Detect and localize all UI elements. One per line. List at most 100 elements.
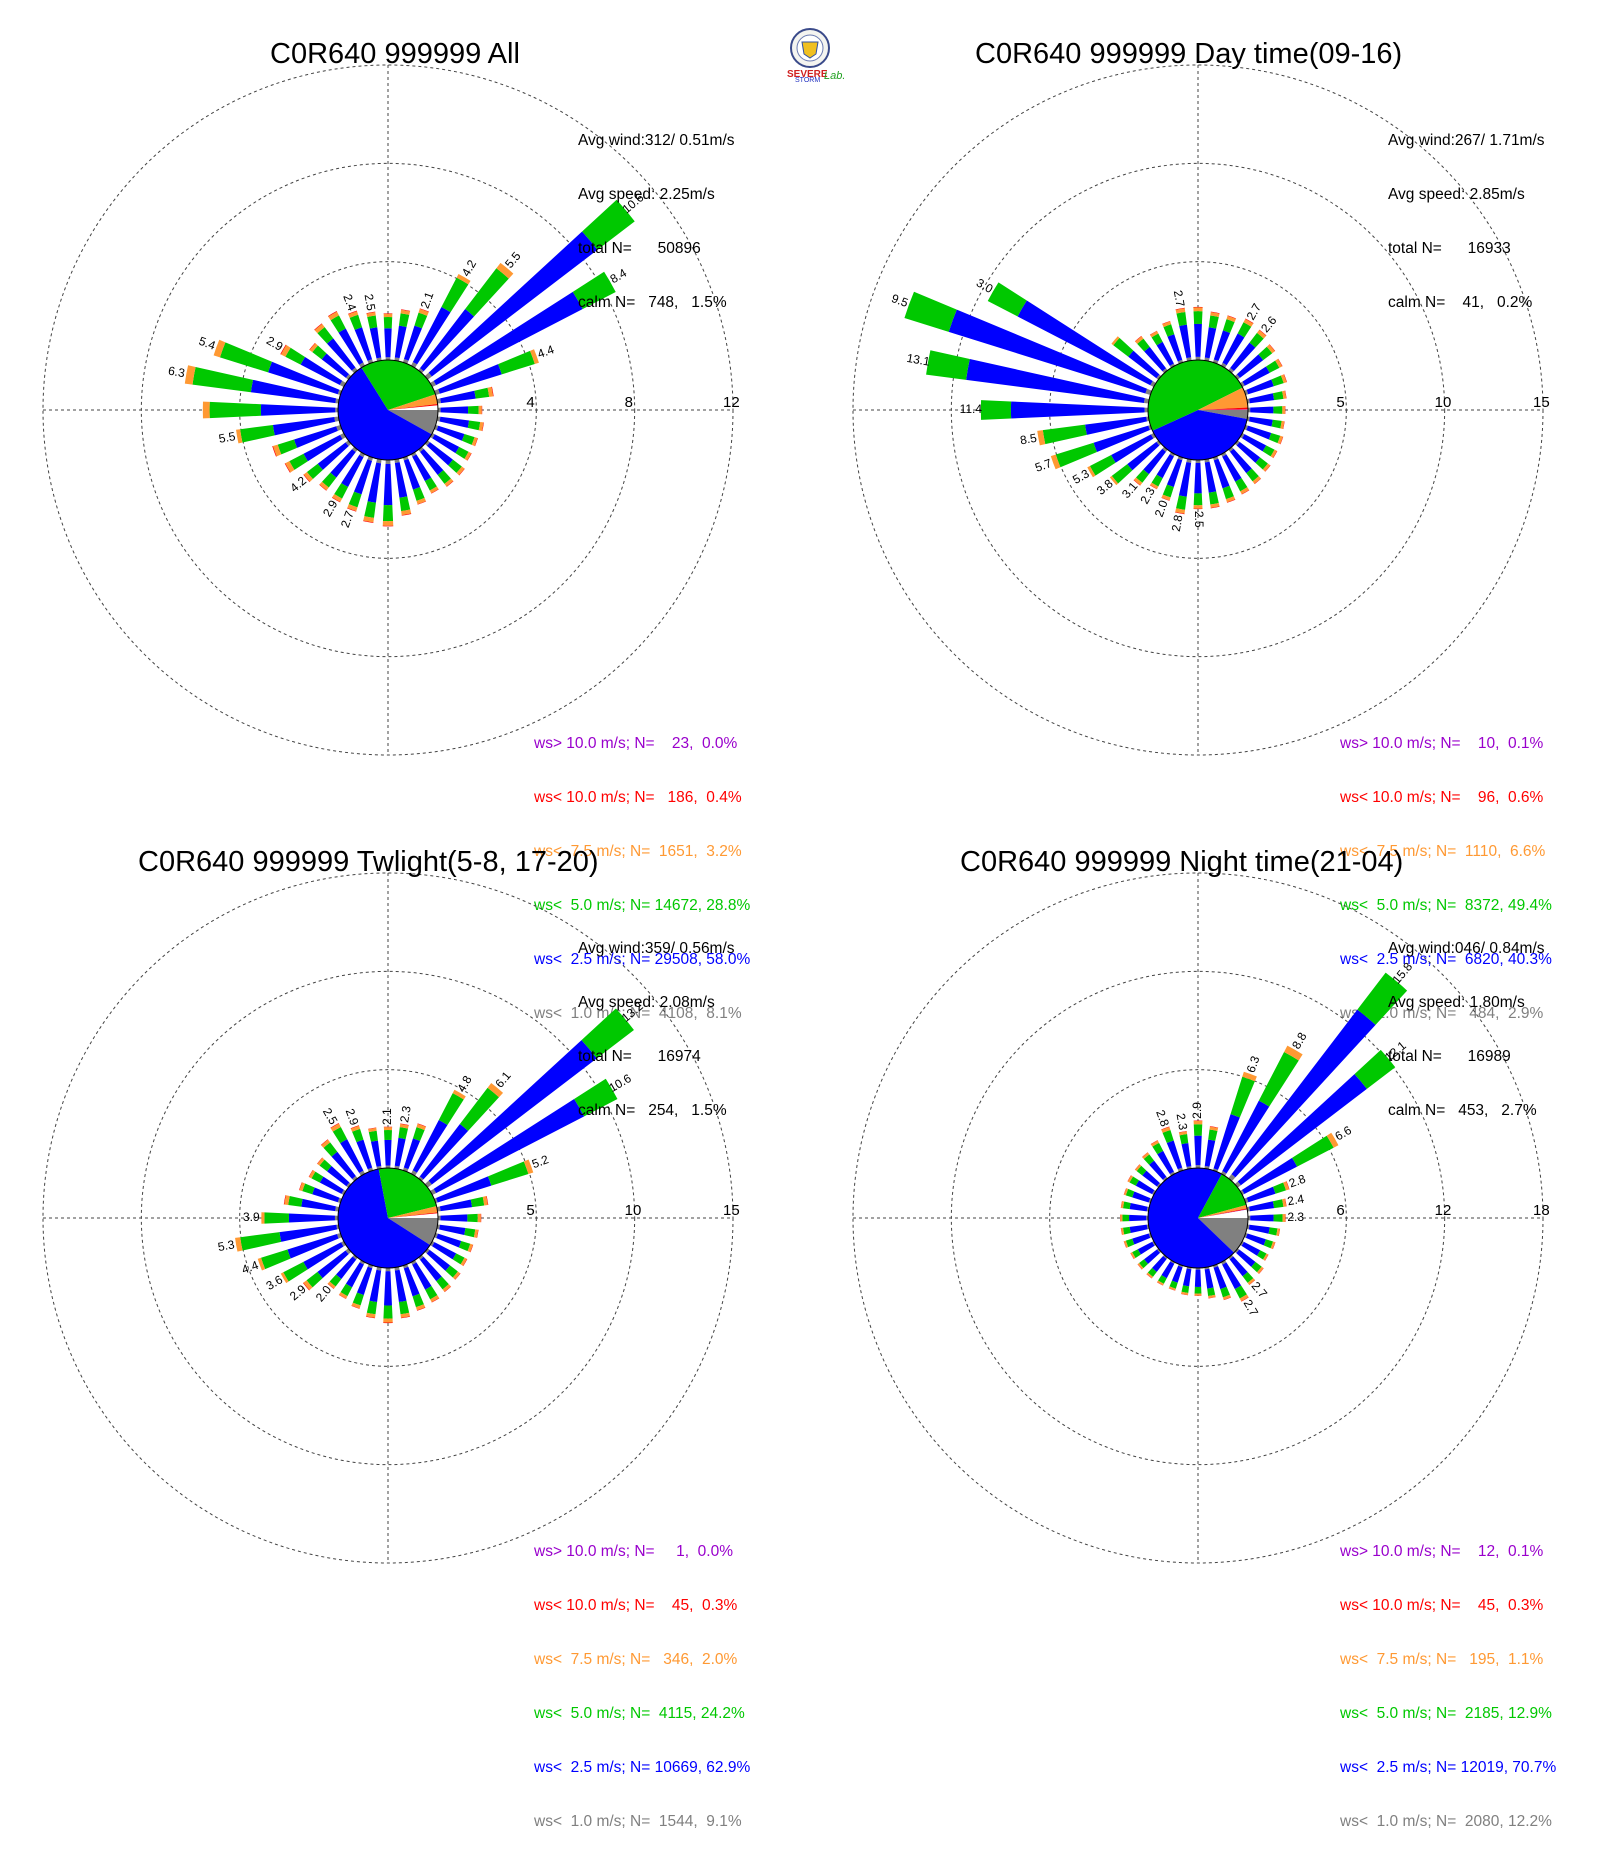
calm-n: calm N= 41, 0.2% xyxy=(1388,294,1545,312)
petal-segment xyxy=(1272,420,1282,429)
ring-label: 15 xyxy=(1533,394,1550,411)
speed-legend: ws> 10.0 m/s; N= 12, 0.1% ws< 10.0 m/s; … xyxy=(1340,1507,1556,1867)
petal-segment xyxy=(289,1214,335,1223)
calm-n: calm N= 453, 2.7% xyxy=(1388,1102,1545,1120)
legend-lt7_5: ws< 7.5 m/s; N= 346, 2.0% xyxy=(534,1651,750,1669)
petal-segment xyxy=(1161,1261,1174,1278)
petal-segment xyxy=(479,406,482,415)
petal-segment xyxy=(261,1212,264,1224)
legend-gt10: ws> 10.0 m/s; N= 1, 0.0% xyxy=(534,1543,750,1561)
panel-title: C0R640 999999 All xyxy=(270,38,520,71)
petal-segment xyxy=(220,342,272,372)
petal-segment xyxy=(926,350,970,380)
petal-segment xyxy=(1011,402,1145,419)
petal-label: 2.4 xyxy=(340,292,359,313)
petal-segment xyxy=(383,1305,392,1318)
petal-label: 3.9 xyxy=(243,1210,260,1224)
petal-label: 2.5 xyxy=(362,293,379,312)
legend-lt2_5: ws< 2.5 m/s; N= 12019, 70.7% xyxy=(1340,1759,1556,1777)
petal-segment xyxy=(1205,462,1216,493)
petal-segment xyxy=(1273,406,1282,414)
petal-segment xyxy=(383,521,394,526)
petal-segment xyxy=(1250,407,1273,414)
petal-segment xyxy=(261,1250,291,1270)
legend-lt7_5: ws< 7.5 m/s; N= 195, 1.1% xyxy=(1340,1651,1556,1669)
avg-speed: Avg speed: 1.80m/s xyxy=(1388,994,1545,1012)
petal-segment xyxy=(1130,1203,1148,1211)
legend-lt2_5: ws< 2.5 m/s; N= 10669, 62.9% xyxy=(534,1759,750,1777)
petal-segment xyxy=(1208,1130,1217,1141)
petal-label: 2.3 xyxy=(1174,1112,1191,1131)
petal-segment xyxy=(278,439,297,454)
petal-segment xyxy=(1193,307,1202,311)
petal-segment xyxy=(1194,1121,1203,1124)
petal-segment xyxy=(904,292,956,332)
petal-segment xyxy=(264,1212,289,1223)
petal-segment xyxy=(439,1093,464,1125)
total-n: total N= 50896 xyxy=(578,240,735,258)
ring-label: 5 xyxy=(526,1202,534,1219)
petal-label: 2.3 xyxy=(1287,1210,1304,1224)
petal-segment xyxy=(1123,1202,1131,1210)
petal-label: 2.8 xyxy=(1153,1108,1172,1129)
petal-label: 5.2 xyxy=(530,1152,551,1171)
petal-segment xyxy=(1194,505,1203,509)
petal-segment xyxy=(440,1200,472,1212)
panel-title: C0R640 999999 Day time(09-16) xyxy=(975,38,1402,71)
petal-segment xyxy=(283,1262,307,1282)
petal-segment xyxy=(467,1214,477,1222)
petal-segment xyxy=(1176,495,1187,509)
petal-label: 2.7 xyxy=(1171,289,1188,308)
petal-segment xyxy=(1176,312,1186,326)
petal-segment xyxy=(1205,1269,1214,1289)
petal-segment xyxy=(1138,1242,1155,1255)
petal-segment xyxy=(1249,393,1274,403)
panel-title: C0R640 999999 Twlight(5-8, 17-20) xyxy=(138,846,599,879)
petal-segment xyxy=(383,1319,392,1323)
petal-segment xyxy=(384,314,393,317)
avg-wind: Avg wind:312/ 0.51m/s xyxy=(578,132,735,150)
petal-segment xyxy=(1183,1268,1191,1286)
petal-segment xyxy=(1144,1249,1160,1264)
legend-lt5: ws< 5.0 m/s; N= 2185, 12.9% xyxy=(1340,1705,1556,1723)
petal-segment xyxy=(1231,1077,1255,1118)
petal-segment xyxy=(399,313,409,327)
petal-segment xyxy=(370,1270,382,1302)
petal-label: 5.5 xyxy=(218,429,237,446)
petal-segment xyxy=(1250,1215,1273,1222)
petal-segment xyxy=(1205,327,1216,358)
petal-segment xyxy=(1246,1234,1266,1246)
petal-label: 2.8 xyxy=(1169,513,1186,532)
petal-segment xyxy=(1182,1143,1192,1167)
petal-segment xyxy=(384,328,391,357)
petal-segment xyxy=(398,1127,408,1139)
avg-wind: Avg wind:267/ 1.71m/s xyxy=(1388,132,1545,150)
petal-segment xyxy=(399,496,410,511)
speed-legend: ws> 10.0 m/s; N= 1, 0.0% ws< 10.0 m/s; N… xyxy=(534,1507,750,1867)
petal-segment xyxy=(399,1301,409,1315)
petal-segment xyxy=(1209,491,1219,504)
petal-segment xyxy=(1182,1285,1190,1293)
petal-segment xyxy=(1179,462,1191,497)
petal-segment xyxy=(1195,1287,1202,1294)
petal-segment xyxy=(1249,1201,1274,1211)
petal-label: 4.4 xyxy=(536,342,557,361)
petal-segment xyxy=(203,402,210,419)
petal-segment xyxy=(474,388,489,399)
petal-segment xyxy=(471,1197,485,1207)
petal-segment xyxy=(386,460,391,464)
petal-segment xyxy=(1194,463,1202,494)
petal-label: 4.4 xyxy=(240,1258,261,1277)
petal-label: 4.8 xyxy=(454,1073,475,1095)
petal-segment xyxy=(1194,324,1202,357)
petal-label: 2.1 xyxy=(418,290,437,311)
petal-segment xyxy=(1195,1270,1201,1287)
ring-label: 6 xyxy=(1336,1202,1344,1219)
petal-segment xyxy=(210,402,262,418)
petal-segment xyxy=(1282,406,1285,414)
petal-segment xyxy=(1214,1266,1227,1289)
petal-segment xyxy=(384,1130,392,1140)
petal-segment xyxy=(1273,391,1284,400)
